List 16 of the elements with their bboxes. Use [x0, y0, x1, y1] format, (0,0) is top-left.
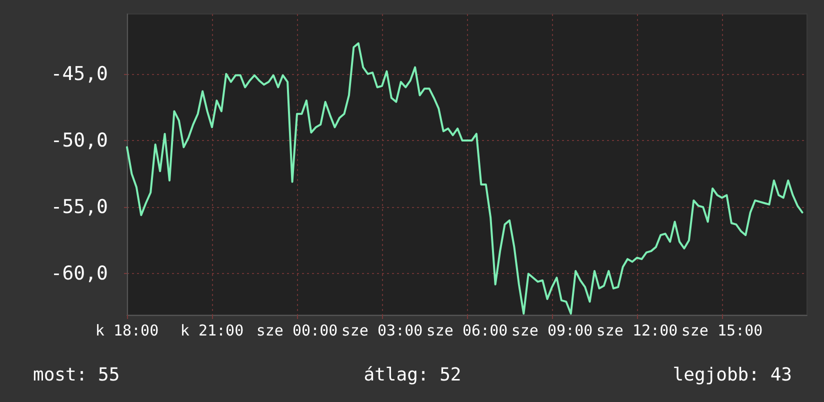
- x-tick-label: sze 09:00: [511, 322, 593, 340]
- y-tick-label: -50,0: [50, 130, 108, 152]
- x-tick-label: sze 15:00: [681, 322, 763, 340]
- x-tick-label: sze 00:00: [256, 322, 338, 340]
- x-tick-label: sze 12:00: [596, 322, 678, 340]
- y-tick-label: -60,0: [50, 262, 108, 285]
- x-tick-label: k 21:00: [180, 322, 244, 340]
- x-tick-label: k 18:00: [95, 322, 159, 340]
- y-tick-label: -55,0: [50, 196, 108, 218]
- y-tick-label: -45,0: [50, 62, 108, 85]
- text: most: 55: [33, 364, 120, 386]
- line-series: [126, 42, 804, 315]
- x-tick-label: sze 03:00: [341, 322, 423, 340]
- text: átlag: 52: [364, 364, 462, 386]
- text: legjobb: 43: [672, 364, 792, 386]
- x-tick-label: sze 06:00: [426, 322, 508, 340]
